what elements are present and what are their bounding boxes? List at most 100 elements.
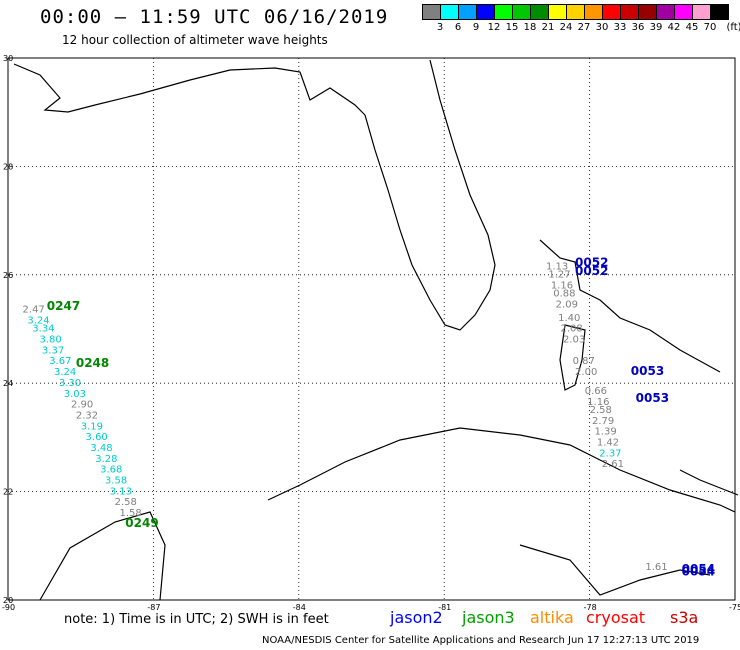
wave-height-value: 3.80	[40, 335, 62, 346]
bahamas-outline	[539, 239, 721, 373]
axis-labels: 30 28 26 24 22 20-90 -87 -84 -81 -78 -75	[2, 54, 740, 612]
hispaniola-outline	[679, 469, 739, 496]
lat-label: 30	[3, 54, 13, 63]
wave-height-value: 3.24	[54, 367, 76, 378]
pass-number-label: 0052	[575, 264, 608, 278]
wave-height-value: 1.27	[548, 270, 570, 281]
jamaica-outline	[519, 544, 711, 596]
lon-label: -87	[147, 603, 160, 612]
wave-height-value: 2.61	[602, 459, 624, 470]
wave-height-value: 3.68	[100, 465, 122, 476]
lat-label: 24	[3, 379, 13, 388]
legend-label: 9	[472, 22, 480, 33]
lat-label: 26	[3, 271, 13, 280]
pass-number-label: 0248	[76, 356, 109, 370]
wave-height-value: 3.24	[27, 316, 49, 327]
legend-unit: (ft)	[726, 22, 740, 33]
satellite-s3a: s3a	[670, 608, 699, 627]
wave-height-value: 1.16	[551, 280, 573, 291]
wave-height-value: 3.30	[59, 378, 81, 389]
legend-label: 39	[649, 22, 663, 33]
wave-height-value: 3.03	[64, 389, 86, 400]
wave-height-value: 3.34	[32, 324, 54, 335]
andros-outline	[559, 324, 586, 391]
map-title: 00:00 – 11:59 UTC 06/16/2019	[40, 6, 389, 28]
map-frame	[7, 57, 736, 601]
wave-height-value: 3.60	[86, 432, 108, 443]
lon-label: -90	[2, 603, 15, 612]
wave-height-value: 2.58	[590, 405, 612, 416]
legend-label: 30	[595, 22, 609, 33]
lon-label: -78	[584, 603, 597, 612]
legend-label: 6	[454, 22, 462, 33]
wave-height-value: 0.87	[573, 356, 595, 367]
units-note: note: 1) Time is in UTC; 2) SWH is in fe…	[64, 612, 329, 627]
wave-height-value: 2.37	[599, 448, 621, 459]
wave-height-value: 3.19	[81, 421, 103, 432]
footer-credit: NOAA/NESDIS Center for Satellite Applica…	[262, 635, 700, 646]
lon-label: -75	[729, 603, 740, 612]
wave-height-value: 1.61	[645, 562, 667, 573]
florida-outline	[364, 59, 496, 331]
wave-height-value: 3.67	[49, 356, 71, 367]
wave-height-value: 2.79	[592, 416, 614, 427]
legend-label: 18	[523, 22, 537, 33]
gulf-coast-outline	[13, 63, 366, 116]
satellite-cryosat: cryosat	[586, 608, 646, 627]
wave-height-value: 1.40	[558, 313, 580, 324]
pass-number-label: 0053	[631, 364, 664, 378]
cuba-outline	[267, 427, 736, 513]
wave-height-value: 0.66	[585, 386, 607, 397]
pass-number-label: 0053	[636, 391, 669, 405]
wave-height-value: 2.08	[561, 324, 583, 335]
legend-swatch	[710, 4, 729, 20]
legend-label: 12	[487, 22, 501, 33]
wave-height-value: 1.16	[587, 397, 609, 408]
legend-label: 70	[703, 22, 717, 33]
wave-height-value: 1.58	[119, 508, 141, 519]
pass-number-label: 0054	[682, 562, 715, 576]
wave-height-value: 1.39	[594, 427, 616, 438]
altimeter-tracks: 2.473.243.343.803.373.673.243.303.032.90…	[23, 261, 668, 573]
wave-height-value: 2.90	[71, 400, 93, 411]
yucatan-outline	[39, 511, 166, 601]
wave-height-value: 2.32	[76, 410, 98, 421]
wave-height-value: 1.13	[546, 261, 568, 272]
legend-swatches	[422, 4, 729, 20]
legend-label: 3	[436, 22, 444, 33]
lat-lon-grid	[7, 57, 736, 601]
wave-height-value: 3.48	[90, 443, 112, 454]
wave-height-value: 0.88	[553, 288, 575, 299]
pass-number-label: 0249	[125, 516, 158, 530]
wave-height-value: 3.58	[105, 475, 127, 486]
satellite-altika: altika	[530, 608, 574, 627]
lat-label: 20	[3, 596, 13, 605]
satellite-jason3: jason3	[462, 608, 515, 627]
wave-height-value: 3.37	[42, 345, 64, 356]
legend-label: 27	[577, 22, 591, 33]
lon-label: -81	[438, 603, 451, 612]
legend-label: 45	[685, 22, 699, 33]
wave-height-value: 3.28	[95, 454, 117, 465]
lat-label: 28	[3, 162, 13, 171]
land-outlines	[13, 59, 739, 601]
wave-height-value: 2.58	[115, 497, 137, 508]
map-subtitle: 12 hour collection of altimeter wave hei…	[62, 33, 328, 47]
pass-number-label: 0052	[575, 256, 608, 270]
pass-number-label: 0247	[47, 299, 80, 313]
pass-number-label: 0054	[682, 565, 715, 579]
legend-label: 42	[667, 22, 681, 33]
lon-label: -84	[293, 603, 306, 612]
legend-label: 24	[559, 22, 573, 33]
wave-height-value: 2.00	[575, 367, 597, 378]
wave-height-value: 3.13	[110, 486, 132, 497]
legend-label: 36	[631, 22, 645, 33]
legend-label: 33	[613, 22, 627, 33]
wave-height-value: 2.47	[23, 305, 45, 316]
wave-height-value: 1.42	[597, 438, 619, 449]
lat-label: 22	[3, 488, 13, 497]
